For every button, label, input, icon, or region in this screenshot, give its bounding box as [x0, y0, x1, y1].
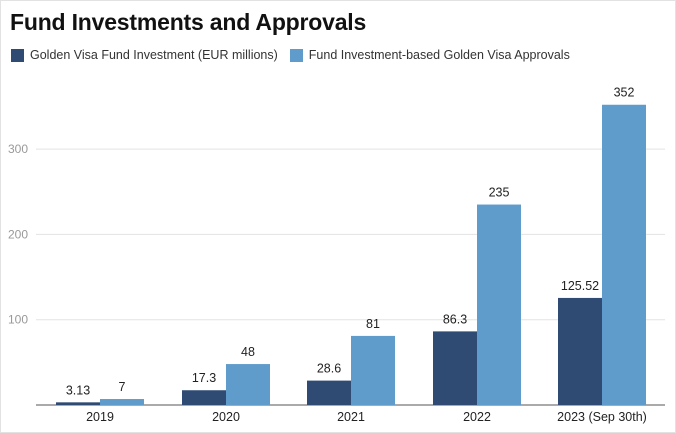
- bar-fund-investment-3: [433, 331, 477, 405]
- legend-swatch-visa-approvals: [289, 48, 303, 62]
- y-tick-label-200: 200: [8, 227, 28, 241]
- data-label-fund-investment-0: 3.13: [66, 383, 90, 397]
- chart-legend: Golden Visa Fund Investment (EUR million…: [11, 48, 582, 62]
- bar-fund-investment-1: [182, 390, 226, 405]
- bar-fund-investment-2: [307, 380, 351, 405]
- bar-visa-approvals-1: [226, 364, 270, 405]
- x-tick-label-4: 2023 (Sep 30th): [557, 410, 647, 424]
- bar-fund-investment-4: [558, 297, 602, 405]
- data-label-visa-approvals-0: 7: [119, 380, 126, 394]
- data-label-fund-investment-3: 86.3: [443, 312, 467, 326]
- bar-visa-approvals-4: [602, 104, 646, 405]
- data-label-visa-approvals-4: 352: [614, 86, 635, 100]
- bar-visa-approvals-2: [351, 335, 395, 405]
- bar-fund-investment-0: [56, 402, 100, 405]
- data-label-fund-investment-2: 28.6: [317, 362, 341, 376]
- x-tick-label-1: 2020: [212, 410, 240, 424]
- x-tick-label-3: 2022: [463, 410, 491, 424]
- bar-visa-approvals-0: [100, 399, 144, 405]
- data-label-visa-approvals-1: 48: [241, 345, 255, 359]
- data-label-fund-investment-4: 125.52: [561, 279, 599, 293]
- data-label-visa-approvals-3: 235: [489, 186, 510, 200]
- legend-item-fund-investment: Golden Visa Fund Investment (EUR million…: [11, 48, 278, 62]
- y-tick-label-300: 300: [8, 142, 28, 156]
- chart-title: Fund Investments and Approvals: [10, 9, 367, 35]
- x-tick-label-2: 2021: [337, 410, 365, 424]
- y-tick-label-100: 100: [8, 313, 28, 327]
- legend-item-visa-approvals: Fund Investment-based Golden Visa Approv…: [289, 48, 570, 62]
- data-label-visa-approvals-2: 81: [366, 317, 380, 331]
- bar-visa-approvals-3: [477, 204, 521, 405]
- data-label-fund-investment-1: 17.3: [192, 371, 216, 385]
- legend-label-fund-investment: Golden Visa Fund Investment (EUR million…: [30, 48, 278, 62]
- legend-label-visa-approvals: Fund Investment-based Golden Visa Approv…: [308, 48, 570, 62]
- legend-swatch-fund-investment: [11, 48, 24, 62]
- x-tick-label-0: 2019: [86, 410, 114, 424]
